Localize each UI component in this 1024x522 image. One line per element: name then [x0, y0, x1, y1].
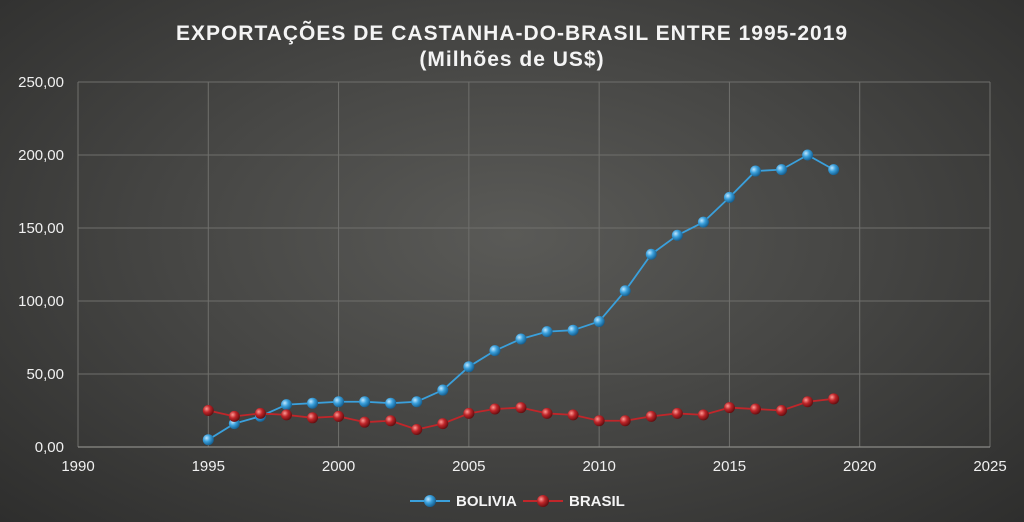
data-point-bolivia-2011: [619, 285, 631, 297]
series-line-bolivia: [207, 154, 835, 441]
data-point-brasil-2013: [671, 407, 683, 419]
x-axis-ticks: 1990 1995 2000 2005 2010 2015 2020 2025: [61, 458, 1006, 475]
data-point-bolivia-2016: [749, 165, 761, 177]
data-point-bolivia-2018: [802, 149, 814, 161]
chart-subtitle: (Milhões de US$): [419, 48, 604, 71]
data-point-bolivia-2012: [645, 248, 657, 260]
x-tick-label: 2000: [322, 458, 355, 475]
series: [202, 149, 840, 446]
data-point-brasil-2003: [411, 423, 423, 435]
data-point-brasil-2007: [515, 402, 527, 414]
data-point-brasil-2015: [723, 402, 735, 414]
y-tick-label: 50,00: [26, 366, 64, 383]
series-bolivia: [202, 149, 840, 446]
y-tick-label: 200,00: [18, 147, 64, 164]
data-point-brasil-2004: [437, 418, 449, 430]
x-tick-label: 2010: [582, 458, 615, 475]
x-tick-label: 1990: [61, 458, 94, 475]
data-point-bolivia-2010: [593, 315, 605, 327]
data-point-bolivia-2009: [567, 324, 579, 336]
data-point-bolivia-1999: [307, 397, 319, 409]
y-tick-label: 250,00: [18, 74, 64, 91]
data-point-bolivia-1995: [202, 434, 214, 446]
x-tick-label: 2025: [973, 458, 1006, 475]
data-point-bolivia-2019: [828, 164, 840, 176]
data-point-brasil-2002: [385, 415, 397, 427]
data-point-brasil-2009: [567, 409, 579, 421]
data-point-bolivia-2014: [697, 216, 709, 228]
data-point-bolivia-2015: [723, 191, 735, 203]
legend-marker-brasil: [537, 495, 549, 507]
data-point-bolivia-2008: [541, 326, 553, 338]
chart-title: EXPORTAÇÕES DE CASTANHA-DO-BRASIL ENTRE …: [176, 21, 848, 45]
legend-label-bolivia: BOLIVIA: [456, 493, 517, 510]
data-point-brasil-2014: [697, 409, 709, 421]
data-point-brasil-1995: [202, 405, 214, 416]
data-point-bolivia-2005: [463, 361, 475, 373]
data-point-brasil-2005: [463, 407, 475, 419]
data-point-brasil-1999: [307, 412, 319, 424]
data-point-bolivia-2013: [671, 229, 683, 241]
x-tick-label: 2015: [713, 458, 746, 475]
data-point-brasil-2016: [749, 403, 761, 415]
legend: BOLIVIA BRASIL: [410, 493, 625, 510]
data-point-bolivia-2006: [489, 345, 501, 357]
y-axis-ticks: 0,00 50,00 100,00 150,00 200,00 250,00: [18, 74, 64, 456]
data-point-brasil-1997: [254, 407, 266, 419]
x-tick-label: 2020: [843, 458, 876, 475]
y-tick-label: 100,00: [18, 293, 64, 310]
data-point-brasil-2017: [776, 405, 788, 416]
data-point-bolivia-2001: [359, 396, 371, 408]
y-tick-label: 150,00: [18, 220, 64, 237]
data-point-brasil-2018: [802, 396, 814, 408]
legend-marker-bolivia: [424, 495, 436, 507]
data-point-bolivia-2017: [776, 164, 788, 176]
x-tick-label: 2005: [452, 458, 485, 475]
legend-item-brasil: BRASIL: [523, 493, 625, 510]
data-point-brasil-2011: [619, 415, 631, 427]
series-brasil: [202, 393, 840, 435]
data-point-brasil-2012: [645, 410, 657, 422]
legend-label-brasil: BRASIL: [569, 493, 625, 510]
x-tick-label: 1995: [192, 458, 225, 475]
grid: [77, 81, 991, 447]
data-point-bolivia-2002: [385, 397, 397, 409]
data-point-bolivia-2007: [515, 333, 527, 345]
data-point-brasil-2001: [359, 416, 371, 428]
data-point-brasil-2010: [593, 415, 605, 427]
data-point-brasil-1996: [228, 410, 240, 422]
data-point-bolivia-2000: [333, 396, 345, 408]
data-point-brasil-2000: [333, 410, 345, 422]
data-point-bolivia-1998: [280, 399, 292, 411]
legend-item-bolivia: BOLIVIA: [410, 493, 517, 510]
data-point-bolivia-2003: [411, 396, 423, 408]
data-point-brasil-2006: [489, 403, 501, 415]
data-point-bolivia-2004: [437, 384, 449, 396]
data-point-brasil-1998: [280, 409, 292, 421]
y-tick-label: 0,00: [35, 439, 64, 456]
data-point-brasil-2008: [541, 407, 553, 419]
data-point-brasil-2019: [828, 393, 840, 405]
